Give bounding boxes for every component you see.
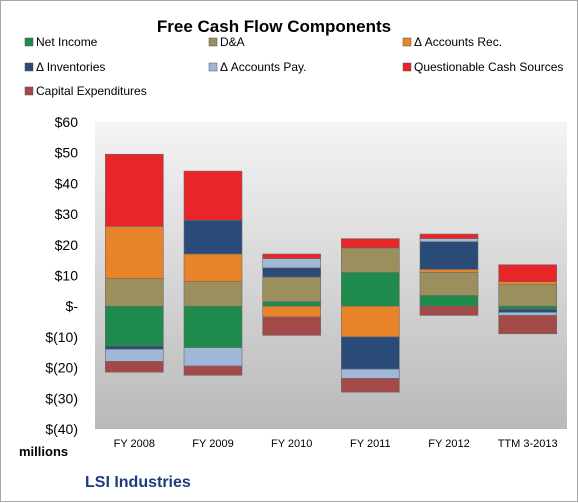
legend-label-questionable-cash-sources: Questionable Cash Sources	[414, 60, 563, 74]
bar-inventories-fy-2010	[262, 267, 321, 278]
bar-accounts-rec-fy-2011	[341, 305, 400, 338]
bar-questionable-cash-sources-fy-2010	[262, 253, 321, 259]
x-category-label: TTM 3-2013	[498, 438, 558, 450]
bar-accounts-rec-fy-2008	[105, 226, 164, 279]
y-tick-label: $-	[66, 298, 79, 314]
x-axis-categories: FY 2008 FY 2009 FY 2010 FY 2011 FY 2012 TTM 3…	[114, 438, 558, 450]
unit-label: millions	[19, 444, 68, 459]
legend-label-accounts-pay: Δ Accounts Pay.	[220, 60, 307, 74]
bar-questionable-cash-sources-fy-2008	[105, 153, 164, 227]
bar-net-income-ttm-3-2013	[498, 305, 557, 310]
legend-swatch-accounts-rec	[402, 37, 412, 47]
bar-capital-expenditures-fy-2009	[183, 365, 243, 376]
bar-d-a-ttm-3-2013	[498, 284, 557, 307]
legend-label-accounts-rec: Δ Accounts Rec.	[414, 35, 502, 49]
bar-capital-expenditures-fy-2011	[341, 378, 400, 393]
bar-accounts-rec-ttm-3-2013	[498, 281, 557, 286]
x-category-label: FY 2010	[271, 438, 312, 450]
bar-net-income-fy-2012	[419, 295, 479, 307]
y-tick-label: $40	[55, 175, 79, 191]
bar-inventories-fy-2012	[419, 241, 479, 270]
bar-net-income-fy-2008	[105, 305, 164, 347]
bar-accounts-rec-fy-2012	[419, 269, 479, 273]
legend-swatch-d-a	[208, 37, 218, 47]
x-category-label: FY 2011	[350, 438, 391, 450]
bar-questionable-cash-sources-fy-2009	[183, 170, 243, 221]
bar-accounts-pay-fy-2009	[183, 347, 243, 367]
x-category-label: FY 2009	[192, 438, 233, 450]
y-tick-label: $(40)	[45, 421, 78, 437]
bar-net-income-fy-2011	[341, 272, 400, 307]
bar-accounts-pay-fy-2012	[419, 238, 479, 243]
bar-accounts-rec-fy-2010	[262, 305, 321, 318]
x-category-label: FY 2012	[428, 438, 469, 450]
bar-questionable-cash-sources-fy-2011	[341, 238, 400, 249]
chart-title: Free Cash Flow Components	[157, 17, 391, 36]
legend-swatch-questionable-cash-sources	[402, 62, 412, 72]
legend: Net Income D&A Δ Accounts Rec. Δ Inventorie…	[24, 35, 563, 98]
bar-accounts-pay-ttm-3-2013	[498, 312, 557, 316]
legend-swatch-net-income	[24, 37, 34, 47]
bar-capital-expenditures-fy-2012	[419, 305, 479, 316]
bar-questionable-cash-sources-fy-2012	[419, 233, 479, 239]
y-tick-label: $20	[55, 237, 79, 253]
y-axis-ticks: $60 $50 $40 $30 $20 $10 $- $(10) $(20) $(30) $(40)	[45, 114, 78, 437]
y-tick-label: $60	[55, 114, 79, 130]
bar-net-income-fy-2010	[262, 301, 321, 307]
bar-inventories-fy-2009	[183, 219, 243, 255]
bar-accounts-pay-fy-2011	[341, 368, 400, 379]
y-tick-label: $(20)	[45, 360, 78, 376]
bar-questionable-cash-sources-ttm-3-2013	[498, 264, 557, 282]
legend-swatch-inventories	[24, 62, 34, 72]
bars	[105, 153, 557, 393]
bar-capital-expenditures-fy-2008	[105, 361, 164, 373]
bar-capital-expenditures-ttm-3-2013	[498, 315, 557, 335]
bar-accounts-rec-fy-2009	[183, 253, 243, 282]
bar-accounts-pay-fy-2008	[105, 348, 164, 362]
plot-area	[95, 122, 567, 429]
y-tick-label: $(30)	[45, 390, 78, 406]
bar-inventories-fy-2008	[105, 345, 164, 350]
legend-swatch-accounts-pay	[208, 62, 218, 72]
x-category-label: FY 2008	[114, 438, 155, 450]
legend-label-d-a: D&A	[220, 35, 245, 49]
bar-accounts-pay-fy-2010	[262, 258, 321, 269]
bar-inventories-ttm-3-2013	[498, 308, 557, 313]
legend-label-capital-expenditures: Capital Expenditures	[36, 84, 147, 98]
legend-label-net-income: Net Income	[36, 35, 98, 49]
bar-d-a-fy-2012	[419, 272, 479, 296]
bar-net-income-fy-2009	[183, 305, 243, 348]
y-tick-label: $30	[55, 206, 79, 222]
y-tick-label: $50	[55, 145, 79, 161]
y-tick-label: $(10)	[45, 329, 78, 345]
bar-capital-expenditures-fy-2010	[262, 316, 321, 336]
company-name: LSI Industries	[85, 474, 191, 491]
bar-d-a-fy-2011	[341, 247, 400, 273]
bar-inventories-fy-2011	[341, 336, 400, 370]
bar-d-a-fy-2008	[105, 278, 164, 307]
bar-d-a-fy-2010	[262, 276, 321, 302]
legend-swatch-capital-expenditures	[24, 86, 34, 96]
legend-label-inventories: Δ Inventories	[36, 60, 105, 74]
bar-d-a-fy-2009	[183, 281, 243, 307]
y-tick-label: $10	[55, 268, 79, 284]
